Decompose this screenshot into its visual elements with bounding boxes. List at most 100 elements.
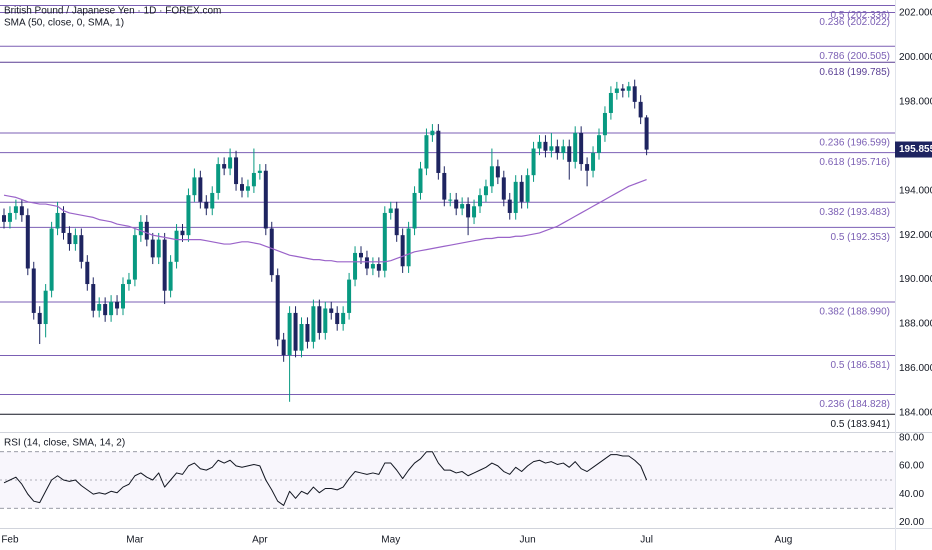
candle-body	[507, 199, 512, 213]
candle-body	[454, 199, 459, 209]
candle-body	[25, 215, 30, 269]
x-tick-label: May	[381, 535, 400, 546]
candle-body	[543, 141, 548, 151]
fib-level-label: 0.382 (188.990)	[819, 307, 890, 318]
candle-body	[632, 86, 637, 102]
candle-body	[388, 208, 393, 213]
candle-body	[483, 186, 488, 196]
candle-body	[412, 192, 417, 229]
candle-body	[263, 170, 268, 229]
fib-level-label: 0.236 (184.828)	[819, 399, 890, 410]
candle-body	[198, 177, 203, 202]
candle-body	[85, 261, 90, 285]
candle-body	[323, 308, 328, 333]
candle-body	[115, 301, 120, 309]
candle-body	[424, 135, 429, 169]
candle-body	[626, 86, 631, 91]
candle-body	[13, 206, 18, 213]
fib-level-label: 0.5 (202.336)	[831, 10, 891, 21]
candle-body	[180, 230, 185, 236]
candle-body	[549, 146, 554, 151]
y-tick-label: 188.000	[899, 319, 932, 330]
candle-body	[460, 204, 465, 209]
candle-body	[406, 228, 411, 267]
candle-body	[597, 135, 601, 153]
fib-level-label: 0.5 (183.941)	[831, 419, 891, 430]
y-tick-label: 202.000	[899, 8, 932, 19]
candle-body	[287, 312, 292, 356]
sma-line	[3, 179, 647, 263]
candle-body	[79, 235, 84, 262]
candle-body	[222, 164, 227, 169]
candle-body	[567, 146, 572, 162]
fib-level-label: 0.618 (199.785)	[819, 67, 890, 78]
last-price-tag	[895, 141, 932, 158]
candle-body	[67, 232, 72, 245]
rsi-title: RSI (14, close, SMA, 14, 2)	[4, 438, 125, 449]
y-tick-label: 194.000	[899, 185, 932, 196]
candle-body	[573, 132, 578, 162]
y-tick-label: 200.000	[899, 52, 932, 63]
candle-body	[561, 146, 566, 153]
candle-body	[329, 308, 334, 313]
candle-body	[61, 212, 66, 233]
last-price-label: 195.855	[899, 144, 932, 155]
candle-body	[257, 170, 262, 173]
x-tick-label: Jun	[520, 535, 536, 546]
candle-body	[519, 181, 524, 202]
candle-body	[245, 186, 250, 191]
candle-body	[418, 168, 423, 193]
candle-body	[162, 239, 167, 291]
candle-body	[394, 208, 399, 236]
candle-body	[126, 279, 131, 285]
fib-level-label: 0.382 (193.483)	[819, 207, 890, 218]
candle-body	[240, 184, 244, 191]
y-tick-label: 60.00	[899, 461, 924, 472]
candle-body	[585, 164, 590, 171]
candle-body	[644, 117, 649, 150]
candle-body	[608, 92, 613, 113]
candle-body	[2, 215, 6, 222]
candle-body	[638, 101, 643, 118]
candle-body	[234, 157, 239, 185]
candle-body	[49, 228, 54, 291]
candle-body	[168, 261, 173, 291]
candle-body	[579, 132, 584, 165]
candle-body	[555, 146, 560, 153]
y-tick-label: 190.000	[899, 274, 932, 285]
candle-body	[55, 212, 60, 229]
y-tick-label: 40.00	[899, 489, 924, 500]
candle-body	[144, 221, 149, 240]
candle-body	[7, 212, 12, 222]
candle-body	[37, 312, 42, 325]
x-tick-label: Feb	[1, 535, 19, 546]
candle-body	[216, 164, 221, 193]
candle-body	[614, 88, 619, 93]
fib-level-label: 0.236 (196.599)	[819, 138, 890, 149]
candle-body	[591, 152, 596, 171]
candle-body	[442, 172, 447, 200]
candle-body	[359, 252, 363, 258]
candle-body	[103, 304, 108, 316]
y-tick-label: 186.000	[899, 363, 932, 374]
candle-body	[269, 228, 274, 276]
candle-body	[400, 235, 405, 267]
candle-body	[210, 192, 215, 209]
fib-level-label: 0.5 (186.581)	[831, 360, 891, 371]
x-tick-label: Mar	[126, 535, 144, 546]
x-tick-label: Jul	[640, 535, 653, 546]
candle-body	[31, 268, 36, 313]
candle-body	[281, 339, 286, 356]
candle-body	[43, 290, 48, 325]
candle-body	[478, 195, 482, 207]
candle-body	[305, 324, 310, 342]
candle-body	[138, 221, 143, 236]
candle-body	[602, 112, 607, 136]
fib-level-label: 0.618 (195.716)	[819, 157, 890, 168]
candle-body	[335, 312, 340, 325]
candle-body	[347, 279, 352, 313]
y-tick-label: 192.000	[899, 230, 932, 241]
candle-body	[228, 157, 233, 169]
